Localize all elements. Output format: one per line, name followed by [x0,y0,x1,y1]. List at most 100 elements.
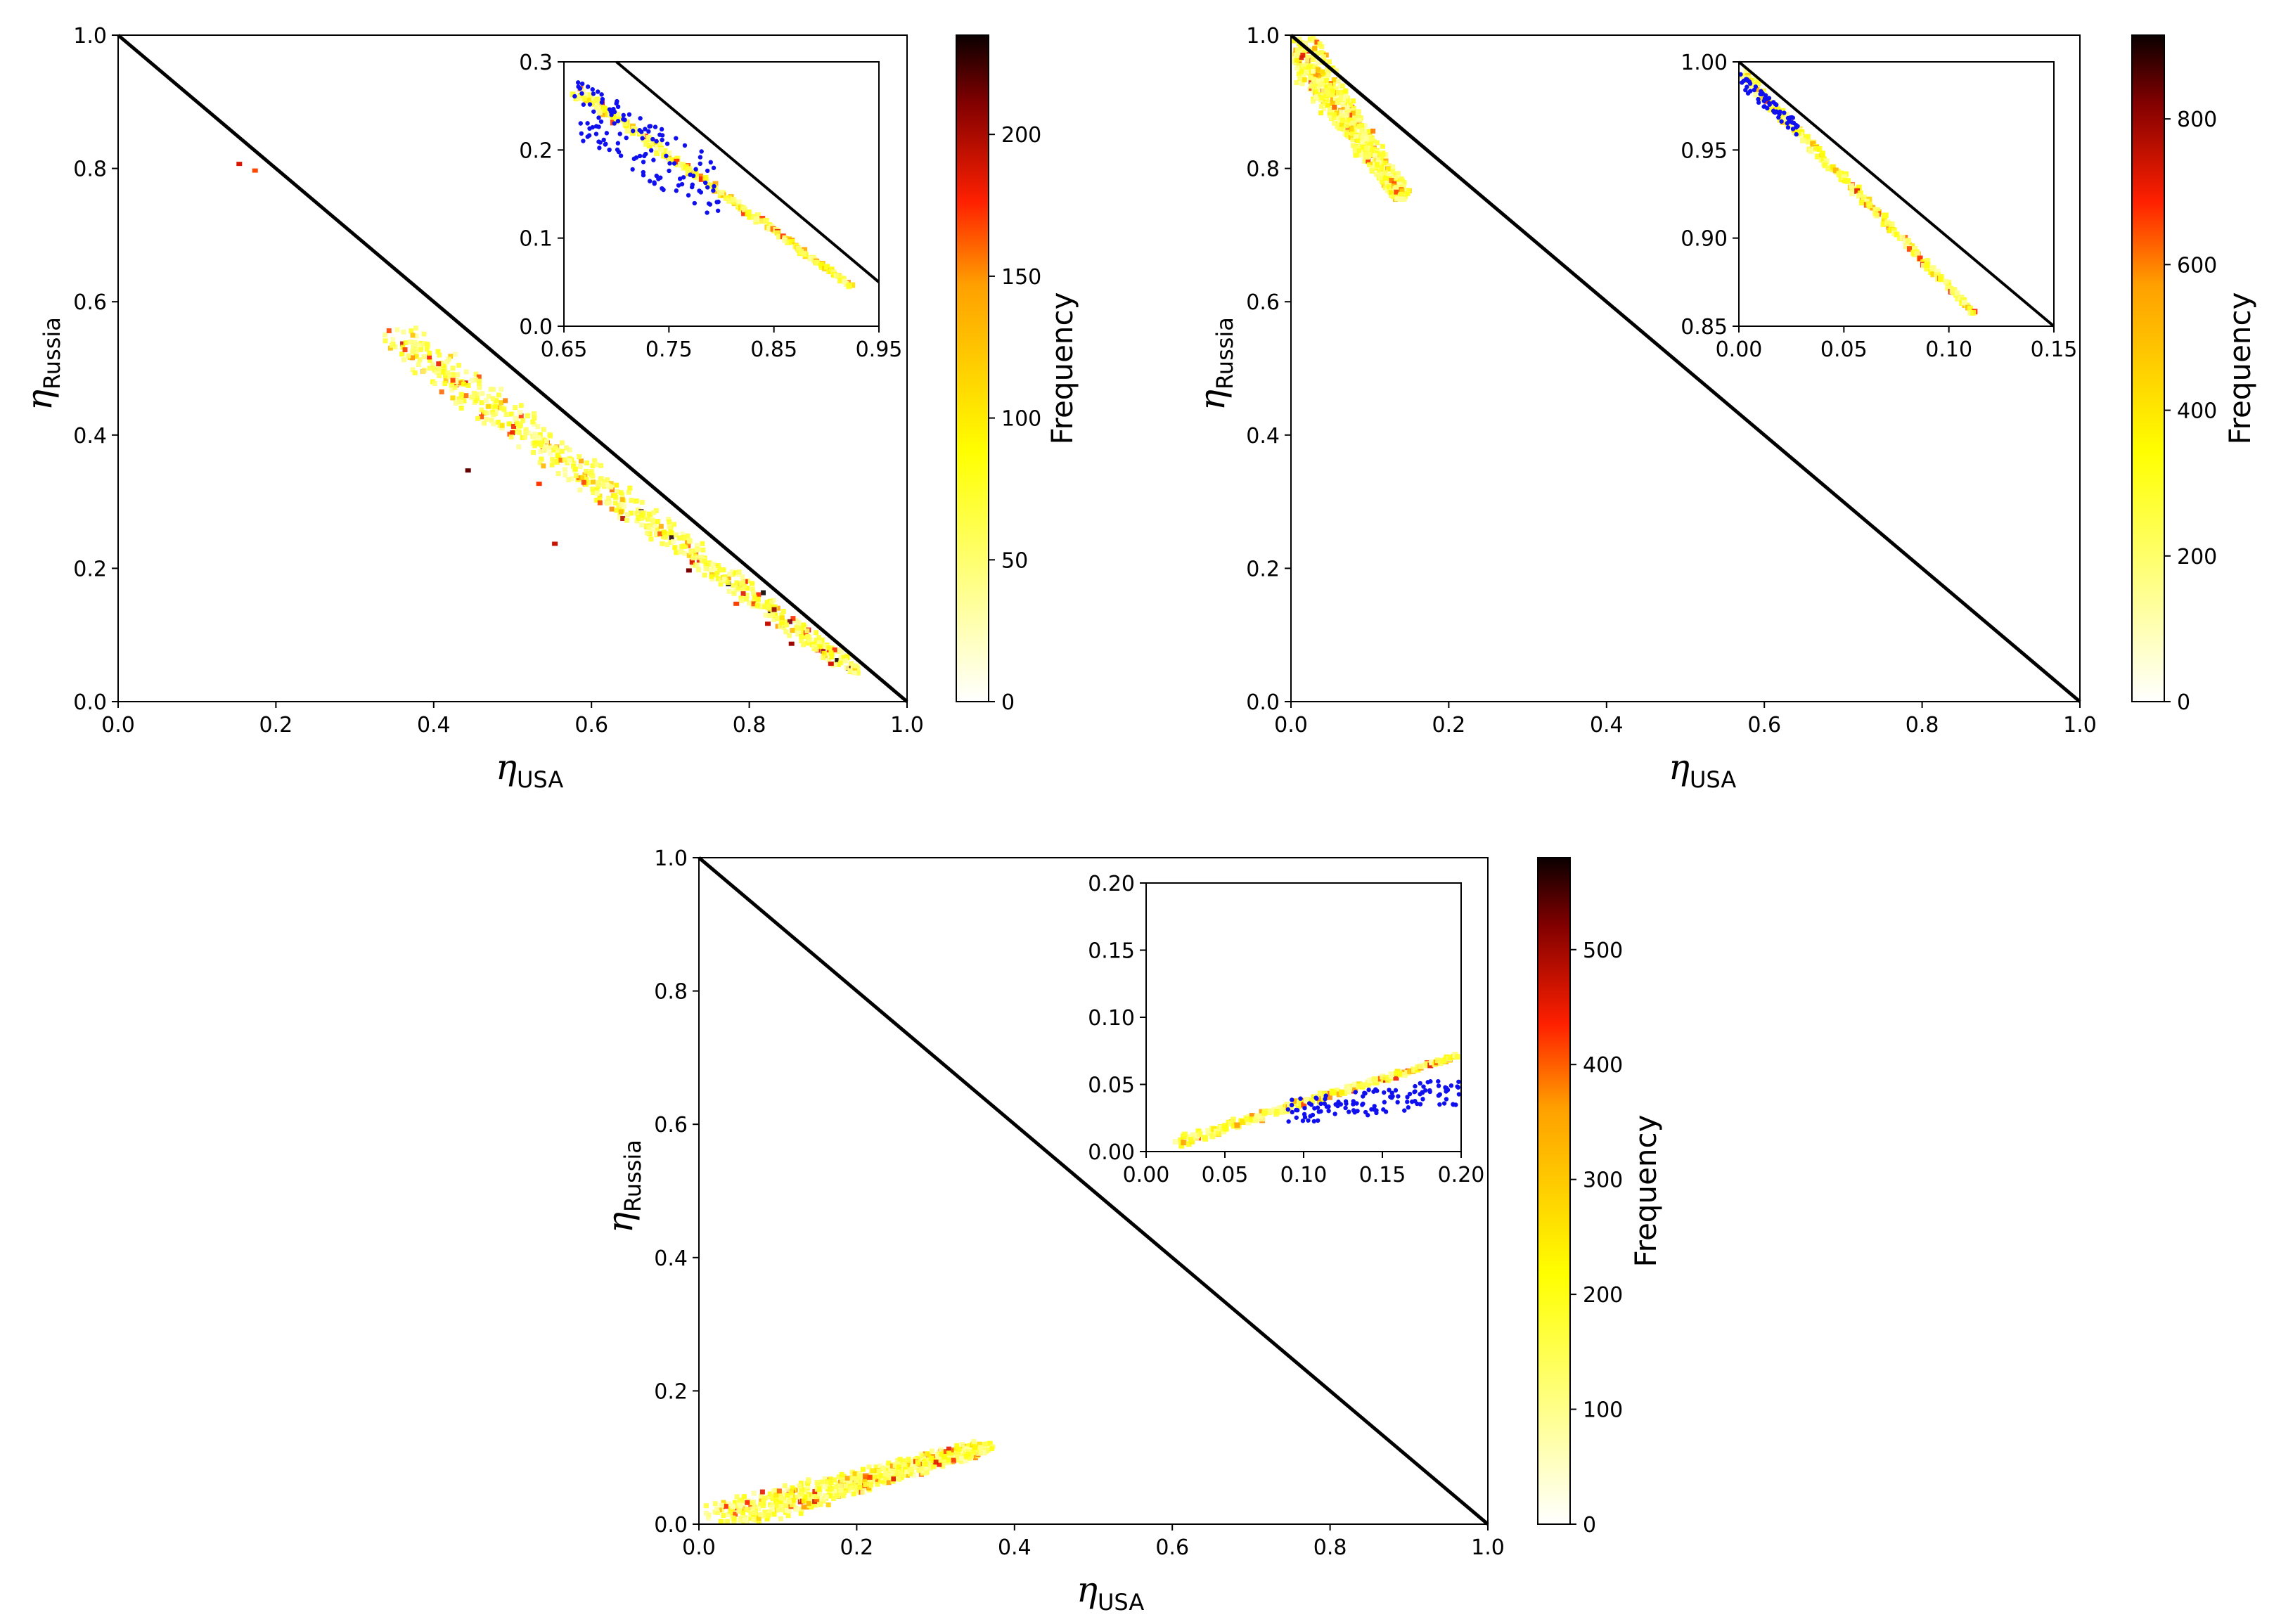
bottom-inset-scatter-point [1373,1087,1378,1092]
top-left-density-cell [413,354,419,359]
top-right-inset-frame [1738,61,2055,327]
bottom-colorbar [1537,857,1571,1525]
top-right-inset-density-cell [1929,265,1936,271]
top-left-density-cell [484,410,489,415]
top-right-inset-scatter-point [1756,100,1761,105]
top-right-density-cell [1299,81,1305,86]
bottom-density-cell [928,1456,934,1462]
top-left-density-cell [539,442,544,448]
bottom-density-cell [741,1494,747,1500]
bottom-density-cell [725,1519,731,1524]
top-right-density-cell [1396,174,1401,180]
top-right-density-cell [1331,94,1337,99]
top-left-density-cell [801,642,807,647]
bottom-density-cell [863,1482,868,1488]
top-left-density-cell [754,602,760,608]
top-left-density-cell [694,547,700,553]
bottom-inset-scatter-point [1323,1093,1328,1098]
top-left-density-cell [658,524,664,529]
top-left-inset-density-cell [698,176,705,182]
top-left-density-cell [718,567,724,573]
top-right-density-cell [1380,179,1385,185]
bottom-inset-scatter-point [1407,1091,1413,1097]
top-left-inset-density-cell [596,98,603,105]
bottom-inset-density-cell [1252,1117,1259,1123]
top-left-density-cell [480,391,485,397]
top-left-density-cell [677,549,683,555]
top-left-density-cell [584,477,589,482]
top-right-inset-scatter-point [1767,102,1772,107]
top-left-density-cell [572,466,578,472]
top-left-density-cell [657,531,663,536]
top-left-density-cell [695,567,701,573]
top-left-density-cell [745,586,750,591]
top-right-density-cell [1297,50,1302,56]
top-right-density-cell [1353,153,1358,158]
top-left-inset-scatter-point [617,131,622,136]
top-left-inset-scatter-point [672,161,677,166]
top-right-inset-scatter-point [1787,119,1792,124]
bottom-density-cell [924,1462,930,1467]
top-left-density-cell [520,418,526,423]
top-left-density-cell [555,448,560,453]
bottom-ytick-label: 0.6 [654,1113,688,1138]
top-right-density-cell [1296,71,1302,77]
top-left-density-cell [814,630,819,636]
top-left-density-cell [706,562,712,567]
top-left-density-cell [537,432,543,437]
top-left-density-cell [738,595,744,601]
bottom-density-cell [898,1471,904,1476]
top-left-inset-density-cell [801,250,807,257]
top-right-density [1291,35,1412,202]
top-left-density [236,162,861,676]
top-right-density-cell [1315,67,1321,72]
top-left-inset-density-cell [666,150,672,156]
top-left-ytick-label: 0.4 [73,424,107,449]
bottom-inset-density-cell [1230,1116,1236,1123]
top-left-density-cell [518,423,523,429]
bottom-density-cell [914,1464,920,1469]
bottom-density-cell [821,1498,826,1504]
top-right-inset-density-cell [1832,167,1839,174]
top-left-density-cell [648,512,653,517]
bottom-inset-scatter-point [1383,1109,1389,1114]
top-right-inset-xtick-label: 0.00 [1716,337,1763,362]
bottom-inset-ytick-label: 0.15 [1088,939,1135,964]
bottom-density-cell [752,1510,757,1516]
top-left-density-cell [669,535,674,541]
top-left-inset-density-cell [589,101,596,107]
top-left-density-cell [473,371,479,377]
top-right-density-cell [1336,123,1342,129]
top-right-density-cell [1406,188,1411,193]
top-left-inset-density-cell [596,110,603,116]
bottom-density-cell [828,1476,833,1482]
top-left-density-cell [421,354,427,360]
top-left-xtick-label: 0.4 [417,713,451,737]
top-left-density-cell [624,517,629,523]
bottom-density-cell [989,1446,995,1452]
bottom-inset-scatter-point [1302,1105,1307,1111]
top-left-density-cell [778,624,783,629]
bottom-density-cell [734,1494,740,1500]
bottom-density-cell [804,1483,810,1489]
top-right-density-cell [1312,72,1318,77]
bottom-density-cell [748,1509,754,1515]
bottom-density-cell [937,1462,942,1467]
top-left-density-cell [714,572,719,578]
top-left-density-cell [510,430,515,436]
top-right-density-cell [1379,172,1384,177]
top-left-xtick-label: 0.6 [574,713,608,737]
top-left-density-cell [799,634,804,640]
top-left-density-cell [479,414,484,420]
top-left-density-cell [473,398,479,404]
top-left-inset-density-cell [763,217,769,224]
bottom-density-cell [967,1443,972,1448]
top-right-inset-density-cell [1872,210,1879,217]
bottom-density-cell [703,1503,709,1509]
top-left-density-cell [403,340,409,345]
top-right-inset-density-cell [1924,262,1930,268]
bottom-inset-scatter-point [1437,1102,1442,1107]
top-right-inset-scatter-point [1776,115,1781,120]
